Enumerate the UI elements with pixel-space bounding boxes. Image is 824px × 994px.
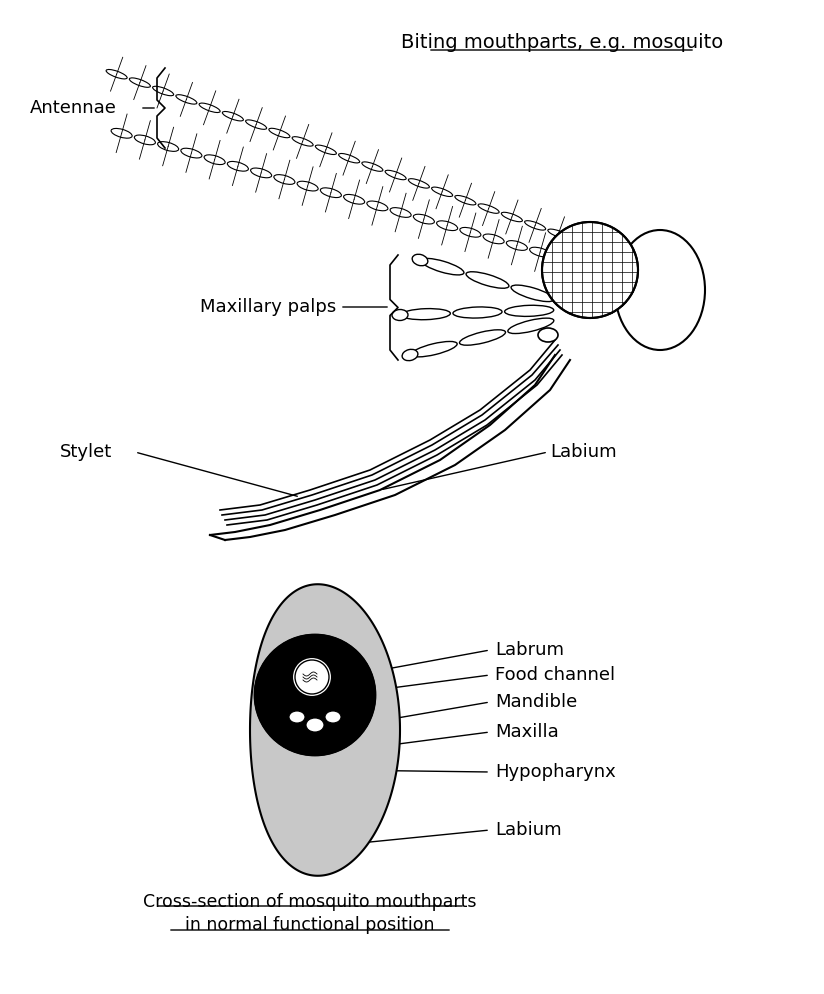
Text: Stylet: Stylet [60, 443, 112, 461]
Polygon shape [279, 689, 297, 714]
Ellipse shape [504, 305, 554, 316]
Ellipse shape [325, 711, 341, 723]
Ellipse shape [199, 103, 220, 112]
Circle shape [292, 657, 332, 697]
Ellipse shape [455, 196, 476, 205]
Ellipse shape [269, 128, 290, 138]
Circle shape [295, 660, 329, 694]
Ellipse shape [134, 135, 156, 145]
Text: Food channel: Food channel [495, 666, 616, 684]
Ellipse shape [362, 162, 383, 171]
Text: Mandible: Mandible [495, 693, 578, 711]
Circle shape [255, 635, 375, 755]
Ellipse shape [367, 201, 388, 211]
Ellipse shape [421, 258, 464, 275]
Ellipse shape [548, 229, 569, 239]
Polygon shape [285, 712, 345, 742]
Ellipse shape [392, 309, 408, 320]
Text: Labium: Labium [550, 443, 616, 461]
Polygon shape [285, 650, 339, 704]
Ellipse shape [246, 120, 267, 129]
Text: Labrum: Labrum [495, 641, 564, 659]
Polygon shape [250, 584, 400, 876]
Ellipse shape [222, 111, 243, 121]
Text: in normal functional position: in normal functional position [185, 916, 435, 934]
Ellipse shape [508, 318, 554, 334]
Ellipse shape [152, 86, 174, 95]
Ellipse shape [204, 155, 225, 165]
Ellipse shape [316, 145, 336, 154]
Ellipse shape [411, 342, 457, 357]
Ellipse shape [401, 308, 451, 320]
Text: Antennae: Antennae [30, 99, 117, 117]
Ellipse shape [344, 195, 365, 204]
Ellipse shape [412, 254, 428, 265]
Text: Biting mouthparts, e.g. mosquito: Biting mouthparts, e.g. mosquito [400, 33, 723, 52]
Ellipse shape [129, 78, 151, 87]
Ellipse shape [414, 215, 434, 224]
Ellipse shape [227, 161, 248, 171]
Ellipse shape [483, 234, 504, 244]
Text: Maxilla: Maxilla [495, 723, 559, 741]
Ellipse shape [274, 175, 295, 184]
Ellipse shape [297, 181, 318, 191]
Ellipse shape [530, 248, 550, 257]
Ellipse shape [390, 208, 411, 218]
Ellipse shape [525, 221, 545, 231]
Ellipse shape [339, 153, 359, 163]
Ellipse shape [293, 137, 313, 146]
Ellipse shape [157, 141, 179, 151]
Ellipse shape [453, 307, 502, 318]
Ellipse shape [553, 253, 574, 263]
Ellipse shape [460, 330, 505, 345]
Ellipse shape [538, 328, 558, 342]
Ellipse shape [106, 70, 127, 79]
Text: Cross-section of mosquito mouthparts: Cross-section of mosquito mouthparts [143, 893, 477, 911]
Ellipse shape [466, 271, 509, 288]
Ellipse shape [289, 711, 305, 723]
Ellipse shape [437, 221, 457, 231]
Ellipse shape [306, 718, 324, 732]
Text: Maxillary palps: Maxillary palps [200, 298, 336, 316]
Ellipse shape [385, 170, 406, 180]
Ellipse shape [478, 204, 499, 214]
Ellipse shape [432, 187, 452, 197]
Ellipse shape [460, 228, 481, 238]
Text: Hypopharynx: Hypopharynx [495, 763, 616, 781]
Ellipse shape [501, 213, 522, 222]
Ellipse shape [176, 94, 197, 104]
Ellipse shape [402, 349, 418, 361]
Circle shape [542, 222, 638, 318]
Ellipse shape [507, 241, 527, 250]
Text: Labium: Labium [495, 821, 562, 839]
Ellipse shape [111, 128, 132, 138]
Ellipse shape [409, 179, 429, 188]
Ellipse shape [180, 148, 202, 158]
Ellipse shape [250, 168, 272, 178]
Ellipse shape [511, 285, 554, 301]
Polygon shape [332, 689, 352, 714]
Ellipse shape [615, 230, 705, 350]
Ellipse shape [321, 188, 341, 198]
